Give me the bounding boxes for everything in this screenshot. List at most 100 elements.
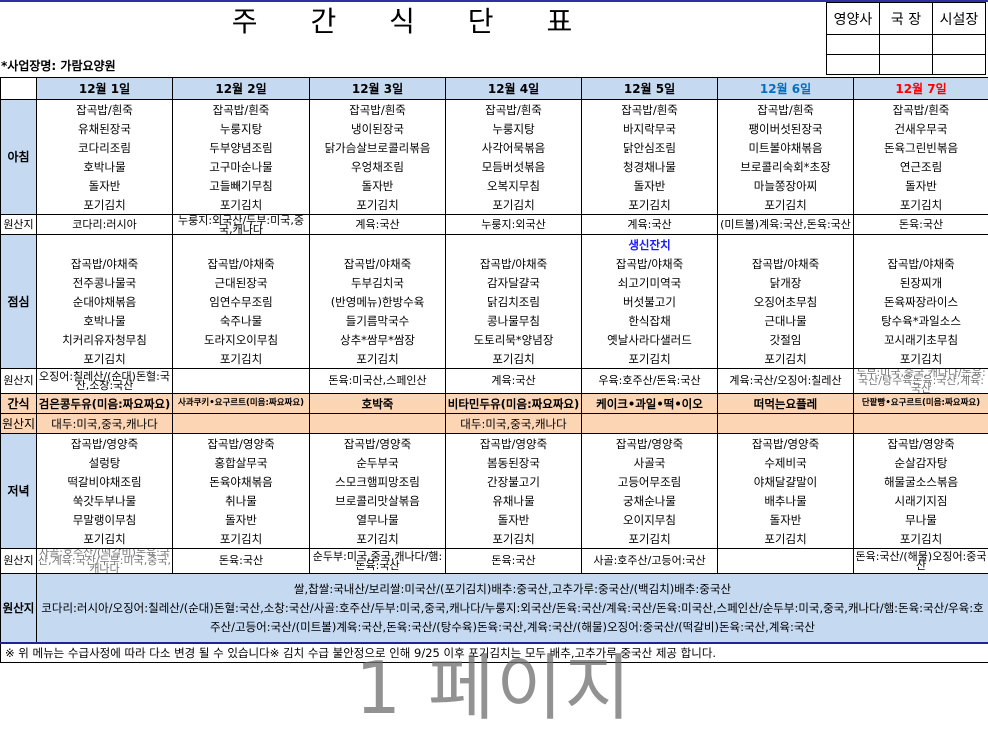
menu-item: 누룽지탕 — [173, 119, 310, 138]
menu-item: 코다리조림 — [37, 138, 173, 157]
menu-item: 콩나물무침 — [446, 311, 582, 330]
menu-item: 고등어무조림 — [582, 472, 718, 491]
menu-item: 고구마순나물 — [173, 157, 310, 176]
menu-item: 호박나물 — [37, 311, 173, 330]
menu-item: 포기김치 — [446, 529, 582, 549]
menu-item: 돈육그린빈볶음 — [854, 138, 988, 157]
approval-header-facility-head: 시설장 — [933, 3, 986, 35]
menu-item: 잡곡밥/흰죽 — [718, 100, 854, 120]
menu-item: 미트볼야채볶음 — [718, 138, 854, 157]
menu-item: 꼬시래기초무침 — [854, 330, 988, 349]
menu-item: 배추나물 — [718, 491, 854, 510]
menu-item: 포기김치 — [173, 349, 310, 369]
menu-item: 포기김치 — [854, 349, 988, 369]
menu-item: 우엉채조림 — [310, 157, 446, 176]
origin-cell: 우육:호주산/돈육:국산 — [582, 369, 718, 394]
menu-item: 누룽지탕 — [446, 119, 582, 138]
origin-cell — [582, 414, 718, 434]
menu-item: 잡곡밥/흰죽 — [37, 100, 173, 120]
date-header: 12월 5일 — [582, 78, 718, 100]
menu-item: 냉이된장국 — [310, 119, 446, 138]
menu-item: 잡곡밥/흰죽 — [854, 100, 988, 120]
menu-item: 잡곡밥/영양죽 — [310, 434, 446, 454]
menu-item: 돈육야채볶음 — [173, 472, 310, 491]
menu-item: 봄동된장국 — [446, 453, 582, 472]
menu-item: 포기김치 — [446, 349, 582, 369]
menu-item: 오징어초무침 — [718, 292, 854, 311]
menu-item: (반영메뉴)한방수육 — [310, 292, 446, 311]
snack-item: 떠먹는요플레 — [718, 394, 854, 414]
snack-item: 검은콩두유(미음:짜요짜요) — [37, 394, 173, 414]
signature-cell[interactable] — [880, 35, 933, 55]
menu-item: 잡곡밥/야채죽 — [37, 254, 173, 273]
origin-cell: (미트볼)계육:국산,돈육:국산 — [718, 215, 854, 235]
menu-item: 포기김치 — [854, 529, 988, 549]
menu-item: 설렁탕 — [37, 453, 173, 472]
origin-cell: 사골:호주산/고등어:국산 — [582, 549, 718, 574]
menu-item: 돈육짜장라이스 — [854, 292, 988, 311]
menu-item: 두부김치국 — [310, 273, 446, 292]
menu-item: 시래기지짐 — [854, 491, 988, 510]
date-header: 12월 1일 — [37, 78, 173, 100]
menu-item: 잡곡밥/영양죽 — [446, 434, 582, 454]
menu-item: 쇠고기미역국 — [582, 273, 718, 292]
menu-item: 포기김치 — [310, 195, 446, 215]
menu-item: 포기김치 — [37, 195, 173, 215]
origin-cell: 사골:호주산/(떡갈비)돈육:국산,계육:국산/두부:미국,중국,캐나다 — [37, 549, 173, 574]
signature-cell[interactable] — [933, 55, 986, 75]
signature-cell[interactable] — [880, 55, 933, 75]
menu-item: 포기김치 — [718, 195, 854, 215]
business-name: *사업장명: 가람요양원 — [0, 55, 116, 77]
snack-item: 비타민두유(미음:짜요짜요) — [446, 394, 582, 414]
signature-cell[interactable] — [933, 35, 986, 55]
menu-item: 포기김치 — [854, 195, 988, 215]
lunch-special-note — [37, 235, 173, 255]
menu-item: 고들빼기무침 — [173, 176, 310, 195]
menu-item: 임연수무조림 — [173, 292, 310, 311]
menu-item: 잡곡밥/흰죽 — [173, 100, 310, 120]
menu-item: 잡곡밥/영양죽 — [173, 434, 310, 454]
menu-item: 잡곡밥/영양죽 — [582, 434, 718, 454]
menu-item: 잡곡밥/야채죽 — [310, 254, 446, 273]
origin-cell: 돈육:국산 — [173, 549, 310, 574]
menu-item: 포기김치 — [310, 349, 446, 369]
origin-cell: 두부:미국,중국,캐나다/돈육:국산/탕수육돈육:국산,계육:국산 — [854, 369, 988, 394]
menu-item: 스모크햄피망조림 — [310, 472, 446, 491]
all-origin-cell: 쌀,찹쌀:국내산/보리쌀:미국산/(포기김치)배추:중국산,고추가루:중국산/(… — [37, 574, 988, 644]
menu-item: 바지락무국 — [582, 119, 718, 138]
menu-item: 돌자반 — [718, 510, 854, 529]
all-origin-line: 코다리:러시아/오징어:칠레산/(순대)돈혈:국산,소창:국산/사골:호주산/두… — [37, 599, 988, 637]
origin-cell — [854, 414, 988, 434]
menu-item: 무나물 — [854, 510, 988, 529]
menu-item: 상추*쌈무*쌈장 — [310, 330, 446, 349]
menu-item: 모듬버섯볶음 — [446, 157, 582, 176]
date-header: 12월 4일 — [446, 78, 582, 100]
menu-item: 돌자반 — [446, 510, 582, 529]
date-header: 12월 2일 — [173, 78, 310, 100]
lunch-special-note — [173, 235, 310, 255]
menu-item: 포기김치 — [173, 529, 310, 549]
origin-cell: 돈육:국산 — [854, 215, 988, 235]
menu-item: 포기김치 — [718, 349, 854, 369]
origin-label: 원산지 — [1, 215, 37, 235]
menu-item: 버섯불고기 — [582, 292, 718, 311]
origin-label: 원산지 — [1, 369, 37, 394]
approval-box: 영양사 국 장 시설장 — [826, 2, 986, 75]
signature-cell[interactable] — [827, 35, 880, 55]
menu-item: 잡곡밥/흰죽 — [582, 100, 718, 120]
menu-item: 잡곡밥/흰죽 — [310, 100, 446, 120]
lunch-special-note — [446, 235, 582, 255]
meal-label-snack: 간식 — [1, 394, 37, 414]
menu-item: 포기김치 — [173, 195, 310, 215]
menu-item: 한식잡채 — [582, 311, 718, 330]
menu-item: 순두부국 — [310, 453, 446, 472]
signature-cell[interactable] — [827, 55, 880, 75]
